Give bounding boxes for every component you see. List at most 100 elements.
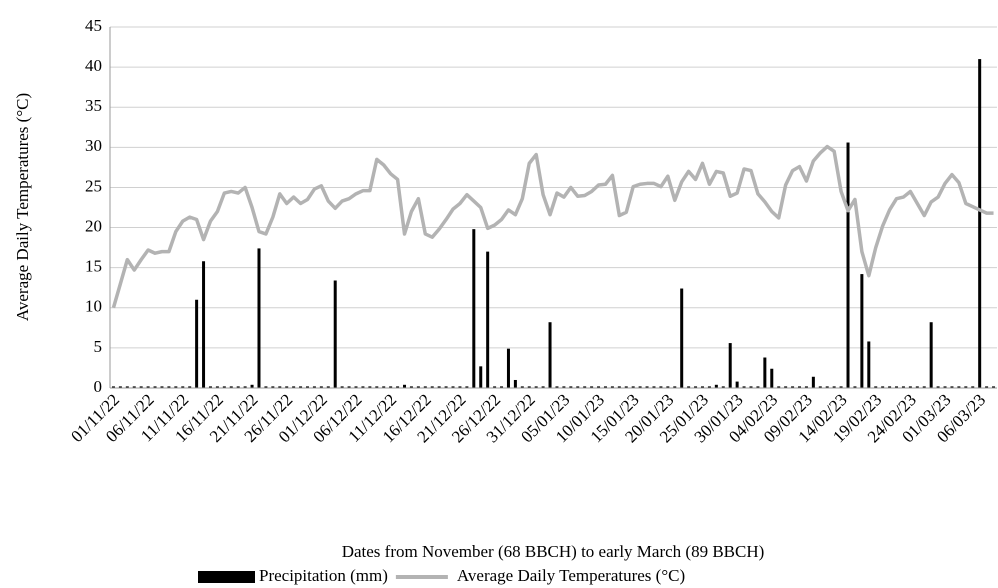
bar	[569, 386, 573, 388]
bar	[784, 386, 788, 388]
bar	[278, 386, 282, 388]
bar	[229, 386, 233, 388]
bar	[874, 386, 878, 388]
bar	[403, 384, 407, 388]
bar	[908, 386, 912, 388]
bar	[901, 386, 905, 388]
bar	[493, 386, 497, 388]
bar	[236, 386, 240, 388]
bar	[610, 386, 614, 388]
y-tick-label: 10	[85, 297, 102, 316]
bar	[382, 386, 386, 388]
bar	[652, 386, 656, 388]
bar	[735, 381, 739, 388]
y-tick-label: 40	[85, 56, 102, 75]
bar	[673, 386, 677, 388]
y-tick-label: 0	[94, 377, 103, 396]
bar	[867, 341, 871, 388]
bar	[915, 386, 919, 388]
bar	[479, 366, 483, 388]
legend-label: Precipitation (mm)	[259, 566, 388, 585]
bar	[832, 386, 836, 388]
y-tick-label: 15	[85, 257, 102, 276]
bar	[118, 386, 122, 388]
bar	[458, 386, 462, 388]
bar	[153, 386, 157, 388]
bar	[922, 386, 926, 388]
bar	[208, 386, 212, 388]
bar	[728, 343, 732, 388]
bar	[292, 386, 296, 388]
bar	[167, 386, 171, 388]
bar	[257, 248, 261, 388]
bar	[888, 386, 892, 388]
bar	[326, 386, 330, 388]
bar	[472, 229, 476, 388]
bar	[215, 386, 219, 388]
bar	[603, 386, 607, 388]
bar	[534, 386, 538, 388]
bar	[860, 274, 864, 388]
bar	[700, 386, 704, 388]
bar	[645, 386, 649, 388]
bar	[111, 386, 115, 388]
bar	[666, 386, 670, 388]
bar	[895, 386, 899, 388]
bar	[430, 386, 434, 388]
bar	[978, 59, 982, 388]
bar	[749, 386, 753, 388]
bar	[506, 348, 510, 388]
bar	[811, 376, 815, 388]
bar	[527, 386, 531, 388]
bar	[354, 386, 358, 388]
y-tick-label: 25	[85, 176, 102, 195]
bar	[195, 299, 199, 388]
bar	[437, 386, 441, 388]
bar	[146, 386, 150, 388]
bar	[638, 386, 642, 388]
bar	[714, 384, 718, 388]
bar	[576, 386, 580, 388]
bar	[707, 386, 711, 388]
bar	[804, 386, 808, 388]
bar	[465, 386, 469, 388]
bar	[160, 386, 164, 388]
bar	[770, 368, 774, 388]
bar	[409, 386, 413, 388]
bar	[992, 386, 996, 388]
bar	[680, 288, 684, 388]
bar	[798, 386, 802, 388]
bar	[389, 386, 393, 388]
bar	[742, 386, 746, 388]
bar	[818, 386, 822, 388]
bar	[451, 386, 455, 388]
bar	[347, 386, 351, 388]
y-tick-label: 45	[85, 16, 102, 35]
bar	[202, 261, 206, 388]
bar	[305, 386, 309, 388]
bar	[985, 386, 989, 388]
bar	[541, 386, 545, 388]
bar	[659, 386, 663, 388]
bar	[139, 386, 143, 388]
y-tick-label: 5	[94, 337, 103, 356]
bar	[285, 386, 289, 388]
bar	[756, 386, 760, 388]
bar	[791, 386, 795, 388]
bar	[936, 386, 940, 388]
bar	[222, 386, 226, 388]
bar	[132, 386, 136, 388]
bar	[597, 386, 601, 388]
bar	[687, 386, 691, 388]
bar	[513, 379, 517, 388]
bar	[562, 386, 566, 388]
bar	[416, 386, 420, 388]
bar	[500, 386, 504, 388]
bar	[486, 251, 490, 388]
bar	[423, 386, 427, 388]
bar	[957, 386, 961, 388]
bar	[174, 386, 178, 388]
bar	[721, 386, 725, 388]
bar	[590, 386, 594, 388]
bar	[617, 386, 621, 388]
